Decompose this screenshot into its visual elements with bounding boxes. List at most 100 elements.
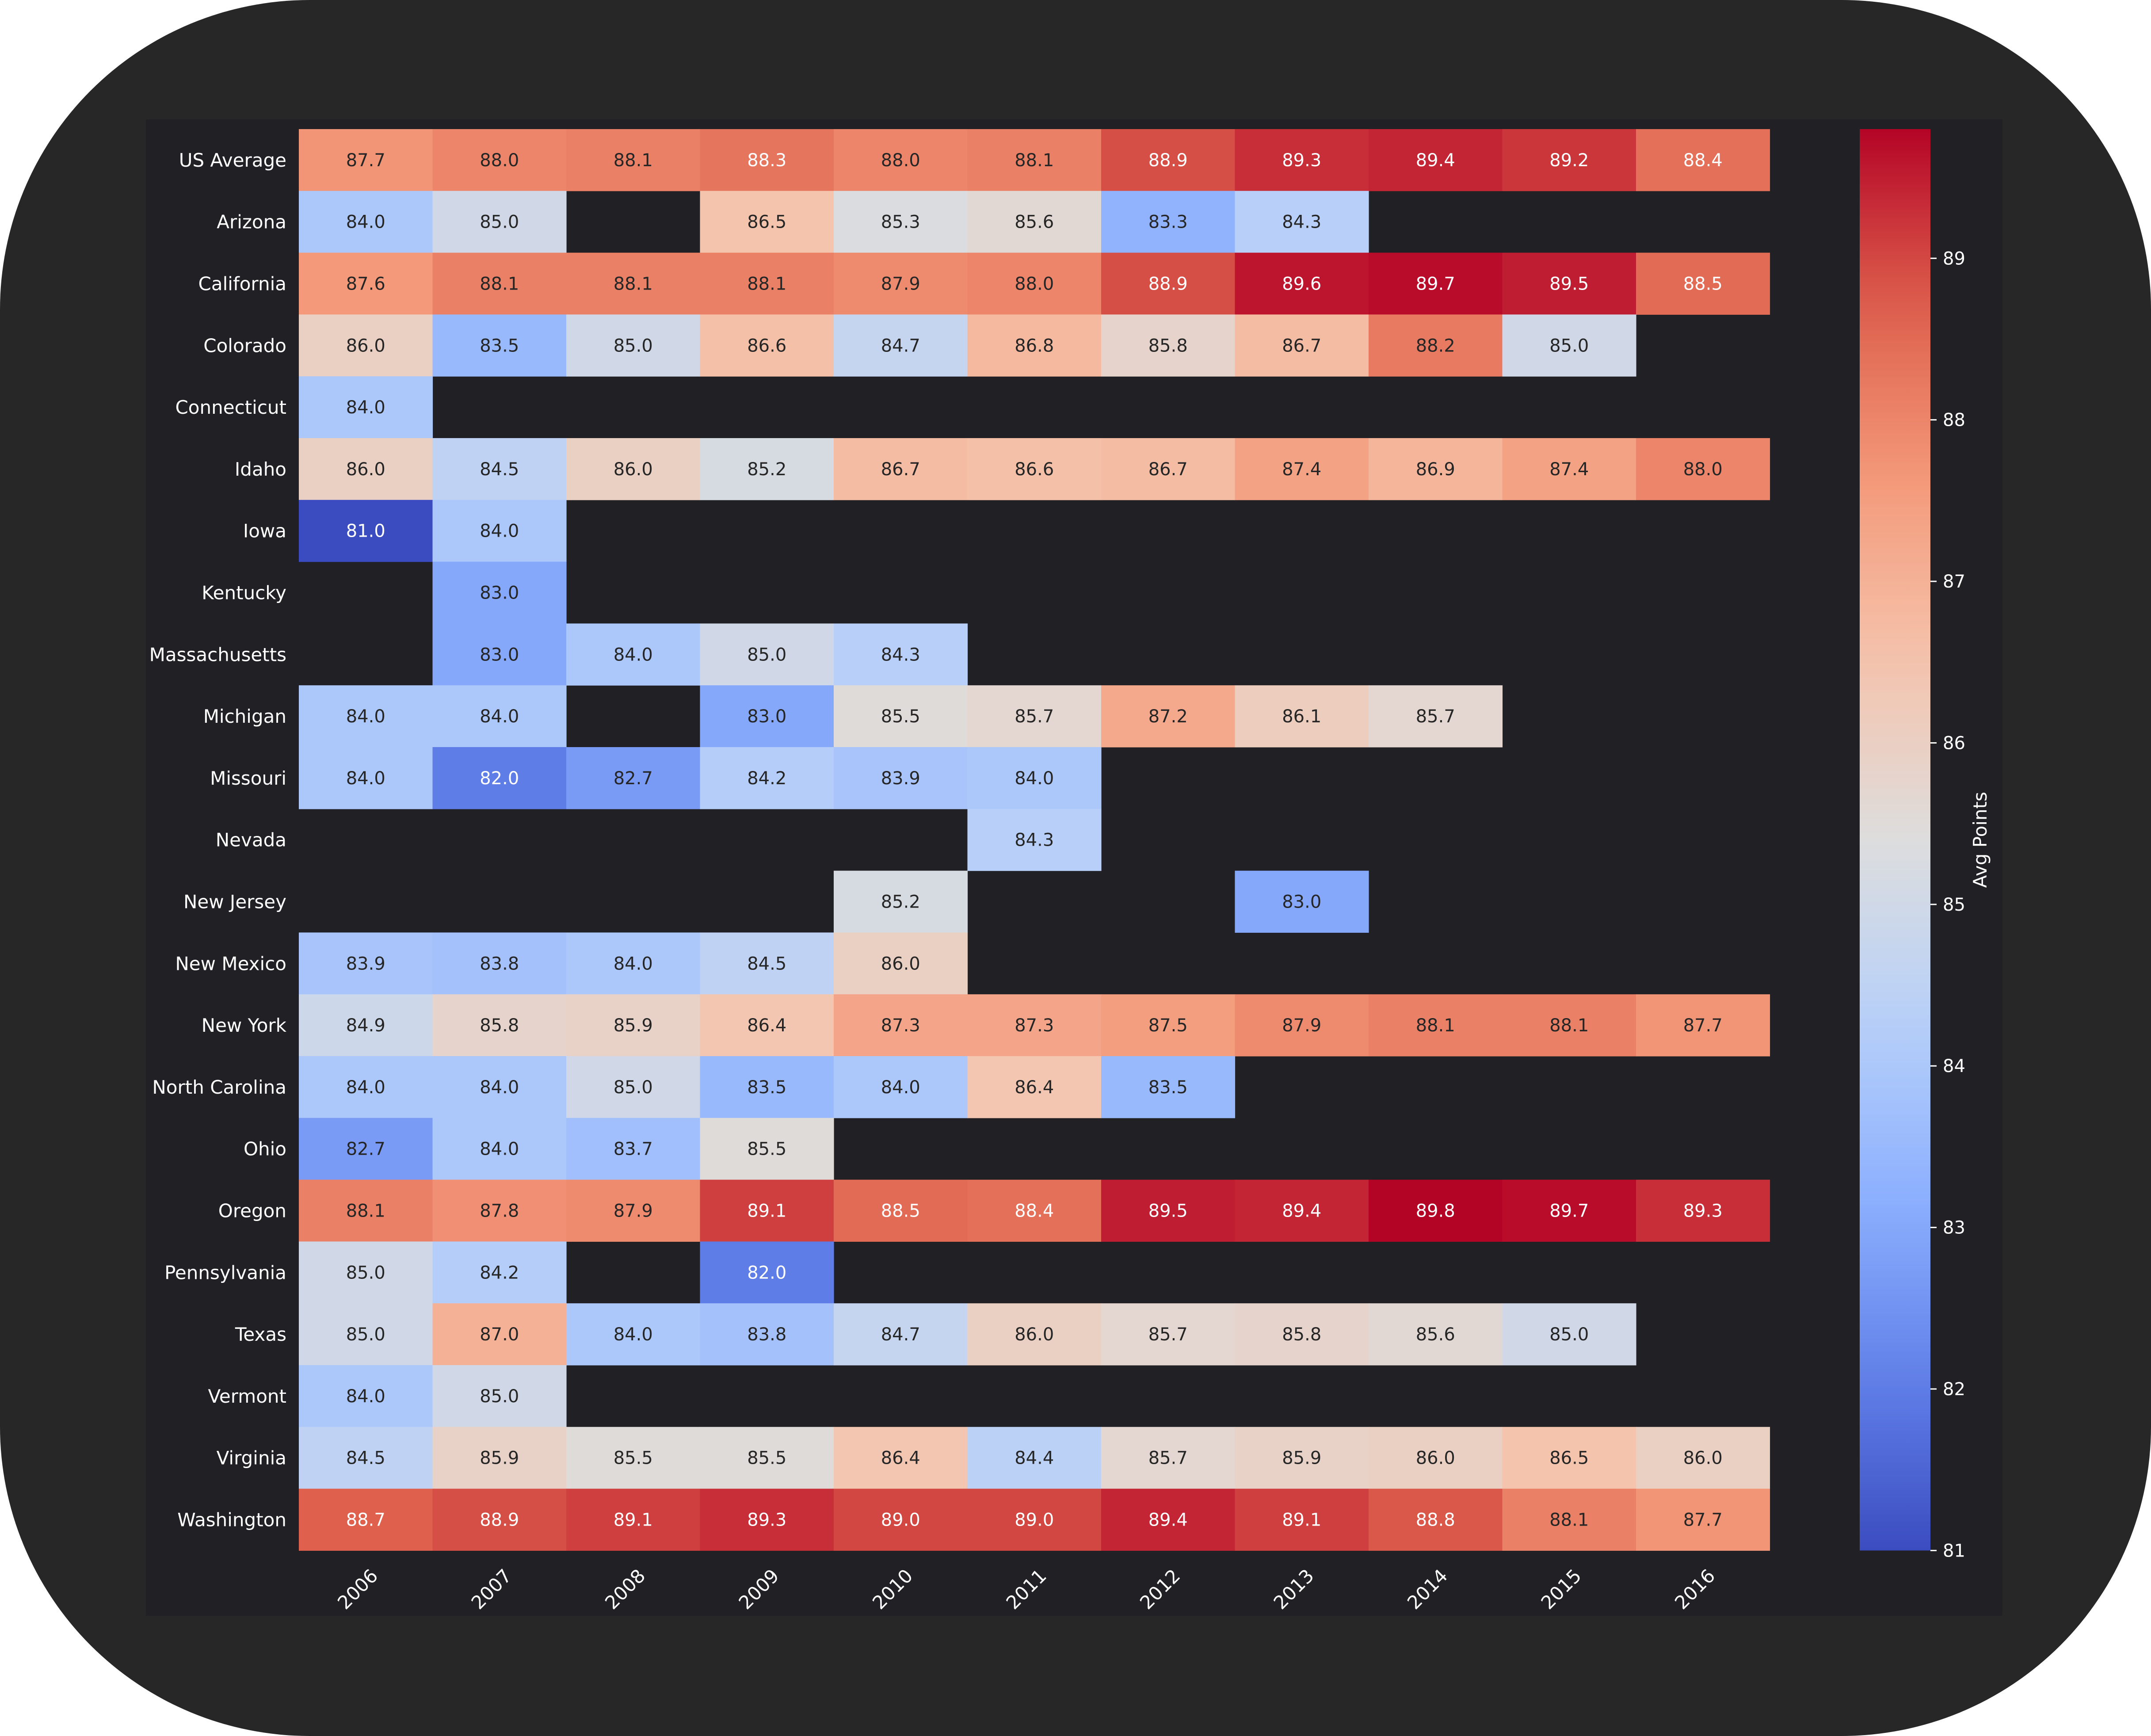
cell-value-label: 85.8 xyxy=(1148,336,1188,356)
heatmap-cell xyxy=(700,747,834,809)
row-label: Washington xyxy=(177,1509,286,1531)
cell-value-label: 85.5 xyxy=(881,706,920,727)
cell-value-label: 88.0 xyxy=(480,150,519,171)
cell-value-label: 82.7 xyxy=(614,768,653,789)
heatmap-cell xyxy=(834,1427,968,1489)
heatmap-cell xyxy=(1101,1056,1236,1118)
heatmap-cell xyxy=(432,994,567,1057)
heatmap-cell xyxy=(834,685,968,748)
heatmap-cell xyxy=(299,438,433,500)
heatmap-cell xyxy=(566,994,701,1057)
heatmap-cell xyxy=(432,129,567,191)
heatmap-cell xyxy=(700,1241,834,1304)
heatmap-cell xyxy=(566,932,701,995)
colorbar-tick-label: 84 xyxy=(1943,1056,1965,1076)
heatmap-cell xyxy=(432,623,567,686)
cell-value-label: 84.0 xyxy=(614,954,653,974)
column-labels: 2006 2007 2008 2009 2010 2011 2012 2013 2014 2015… xyxy=(333,1565,1719,1614)
heatmap-cell xyxy=(432,1241,567,1304)
heatmap-cell xyxy=(299,314,433,377)
row-label: Idaho xyxy=(235,458,286,480)
cell-value-label: 84.0 xyxy=(346,212,385,233)
row-label: Vermont xyxy=(208,1385,286,1407)
heatmap-cell xyxy=(1101,191,1236,253)
row-label: Arizona xyxy=(217,211,286,233)
column-label: 2009 xyxy=(735,1565,783,1614)
cell-value-label: 81.0 xyxy=(346,521,385,542)
cell-value-label: 84.0 xyxy=(480,1139,519,1160)
heatmap-cell xyxy=(1636,438,1770,500)
cell-value-label: 86.4 xyxy=(881,1448,920,1469)
heatmap-cell xyxy=(1502,1488,1636,1551)
heatmap-cell xyxy=(700,623,834,686)
heatmap-cell xyxy=(1369,1303,1503,1366)
heatmap-cell xyxy=(566,623,701,686)
cell-value-label: 84.0 xyxy=(1014,768,1054,789)
heatmap-cell xyxy=(967,994,1102,1057)
heatmap-cell xyxy=(299,500,433,562)
heatmap-cell xyxy=(834,438,968,500)
row-label: Nevada xyxy=(216,829,286,851)
heatmap-cell xyxy=(834,747,968,809)
cell-value-label: 84.0 xyxy=(480,521,519,542)
heatmap-cell xyxy=(299,1488,433,1551)
heatmap-cell xyxy=(700,1427,834,1489)
cell-value-label: 85.0 xyxy=(346,1324,385,1345)
heatmap-cell xyxy=(1369,1488,1503,1551)
heatmap-cell xyxy=(1235,1179,1369,1242)
heatmap-cell xyxy=(700,129,834,191)
column-label: 2015 xyxy=(1537,1565,1586,1614)
cell-value-label: 88.0 xyxy=(1683,459,1723,480)
cell-value-label: 89.2 xyxy=(1549,150,1589,171)
cell-value-label: 87.7 xyxy=(1683,1510,1723,1530)
cell-value-label: 84.3 xyxy=(881,645,920,665)
heatmap-cell xyxy=(1101,1488,1236,1551)
heatmap-cell xyxy=(1235,685,1369,748)
cell-value-label: 85.3 xyxy=(881,212,920,233)
heatmap-cell xyxy=(1502,1427,1636,1489)
cell-value-label: 82.7 xyxy=(346,1139,385,1160)
heatmap-cell xyxy=(834,870,968,933)
cell-value-label: 85.5 xyxy=(747,1448,786,1469)
heatmap-cell xyxy=(299,994,433,1057)
cell-value-label: 86.8 xyxy=(1014,336,1054,356)
cell-value-label: 84.0 xyxy=(480,706,519,727)
column-label: 2012 xyxy=(1136,1565,1184,1614)
heatmap-cell xyxy=(299,252,433,315)
heatmap-cell xyxy=(1502,438,1636,500)
cell-value-label: 86.1 xyxy=(1282,706,1321,727)
cell-value-label: 84.0 xyxy=(614,645,653,665)
cell-value-label: 88.1 xyxy=(1416,1015,1455,1036)
cell-value-label: 84.3 xyxy=(1282,212,1321,233)
heatmap-cell xyxy=(566,1118,701,1180)
cell-value-label: 89.3 xyxy=(1282,150,1321,171)
row-label: New York xyxy=(202,1015,287,1036)
heatmap-cells: 87.7 88.0 88.1 88.3 88.0 88.1 88.9 89.3 89.4 89.2… xyxy=(299,129,1770,1551)
column-label: 2014 xyxy=(1403,1565,1452,1614)
heatmap-cell xyxy=(967,1303,1102,1366)
heatmap-cell xyxy=(1502,1179,1636,1242)
cell-value-label: 86.0 xyxy=(881,954,920,974)
cell-value-label: 88.1 xyxy=(1549,1510,1589,1530)
cell-value-label: 88.4 xyxy=(1683,150,1723,171)
heatmap-cell xyxy=(1369,314,1503,377)
heatmap-cell xyxy=(566,1303,701,1366)
heatmap-cell xyxy=(834,252,968,315)
heatmap-cell xyxy=(432,932,567,995)
cell-value-label: 86.0 xyxy=(1014,1324,1054,1345)
cell-value-label: 88.1 xyxy=(1549,1015,1589,1036)
cell-value-label: 84.4 xyxy=(1014,1448,1054,1469)
cell-value-label: 87.3 xyxy=(881,1015,920,1036)
row-label: Oregon xyxy=(218,1200,286,1222)
cell-value-label: 85.7 xyxy=(1148,1448,1188,1469)
cell-value-label: 88.1 xyxy=(614,274,653,294)
cell-value-label: 83.5 xyxy=(747,1077,786,1098)
heatmap-cell xyxy=(299,932,433,995)
cell-value-label: 85.6 xyxy=(1416,1324,1455,1345)
heatmap-cell xyxy=(834,932,968,995)
heatmap-cell xyxy=(432,1365,567,1427)
cell-value-label: 86.0 xyxy=(346,336,385,356)
heatmap-cell xyxy=(967,1427,1102,1489)
row-label: Iowa xyxy=(243,520,286,542)
cell-value-label: 83.0 xyxy=(747,706,786,727)
